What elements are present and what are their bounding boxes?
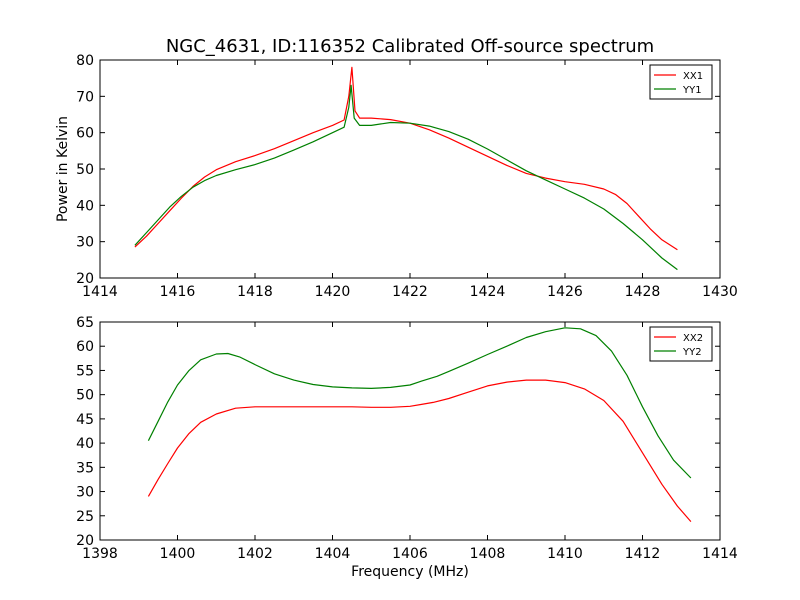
- x-tick-label: 1410: [547, 546, 583, 562]
- y-tick-label: 60: [76, 126, 94, 142]
- y-tick-label: 30: [76, 485, 94, 501]
- y-tick-label: 20: [76, 271, 94, 287]
- x-tick-label: 1402: [237, 546, 273, 562]
- x-tick-label: 1428: [625, 284, 661, 300]
- series-line-yy1: [134, 84, 678, 271]
- y-tick-label: 50: [76, 388, 94, 404]
- y-tick-label: 20: [76, 533, 94, 549]
- y-tick-label: 40: [76, 436, 94, 452]
- series-line-xx2: [147, 379, 692, 522]
- x-tick-label: 1422: [392, 284, 428, 300]
- y-tick-label: 65: [76, 315, 94, 331]
- y-tick-label: 50: [76, 162, 94, 178]
- x-tick-label: 1398: [82, 546, 118, 562]
- legend-label-xx1: XX1: [683, 71, 703, 82]
- plots-group: 1414 1416 1418 1420 1422 1424 1426 1428 1430 20 30…: [55, 53, 738, 580]
- x-tick-label: 1424: [470, 284, 506, 300]
- y-tick-label: 60: [76, 339, 94, 355]
- y-axis-label: Power in Kelvin: [55, 116, 71, 222]
- figure-title: NGC_4631, ID:116352 Calibrated Off-sourc…: [166, 36, 654, 57]
- x-axis-label: Frequency (MHz): [351, 564, 469, 580]
- x-tick-label: 1414: [702, 546, 738, 562]
- y-tick-label: 55: [76, 363, 94, 379]
- y-tick-label: 70: [76, 89, 94, 105]
- y-tick-label: 25: [76, 509, 94, 525]
- subplot-2: 1398 1400 1402 1404 1406 1408 1410 1412 1414 20 25…: [76, 315, 738, 580]
- x-tick-label: 1418: [237, 284, 273, 300]
- legend-frame: [649, 64, 713, 100]
- legend-label-yy2: YY2: [682, 347, 702, 358]
- legend-label-xx2: XX2: [683, 333, 703, 344]
- y-tick-label: 40: [76, 198, 94, 214]
- y-tick-label: 30: [76, 235, 94, 251]
- series-line-yy2: [147, 327, 692, 479]
- x-tick-label: 1426: [547, 284, 583, 300]
- x-tick-label: 1404: [315, 546, 351, 562]
- y-tick-label: 80: [76, 53, 94, 69]
- x-tick-label: 1416: [160, 284, 196, 300]
- x-tick-label: 1406: [392, 546, 428, 562]
- x-tick-label: 1400: [160, 546, 196, 562]
- y-tick-label: 35: [76, 460, 94, 476]
- x-tick-label: 1408: [470, 546, 506, 562]
- x-tick-label: 1430: [702, 284, 738, 300]
- x-tick-label: 1414: [82, 284, 118, 300]
- x-tick-label: 1420: [315, 284, 351, 300]
- subplot-1: 1414 1416 1418 1420 1422 1424 1426 1428 1430 20 30…: [55, 53, 738, 300]
- x-tick-label: 1412: [625, 546, 661, 562]
- legend-label-yy1: YY1: [682, 85, 702, 96]
- y-tick-label: 45: [76, 412, 94, 428]
- series-line-xx1: [134, 66, 678, 251]
- legend-frame: [649, 326, 713, 362]
